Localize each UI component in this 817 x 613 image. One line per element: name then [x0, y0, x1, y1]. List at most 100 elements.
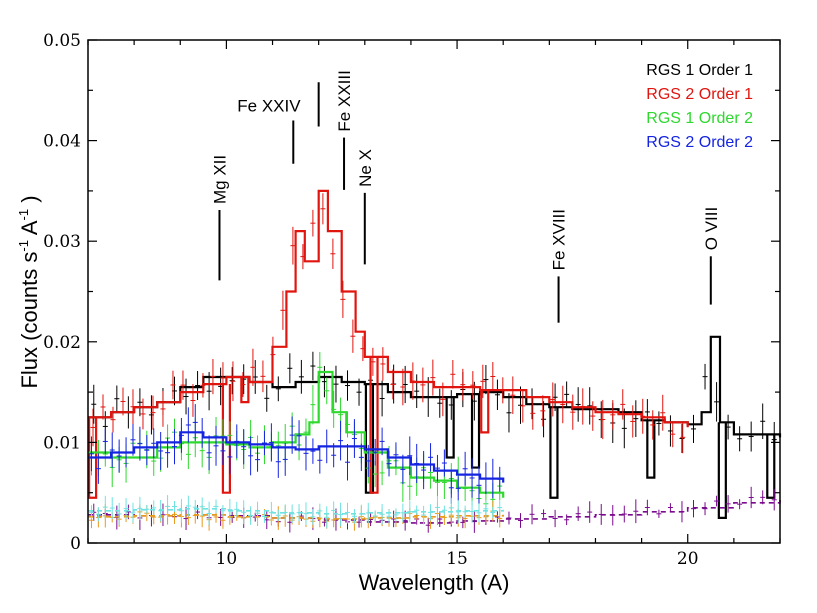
- data-point-rgs-2-order-2-model: [109, 432, 115, 468]
- data-point-rgs-1-order-2-model: [317, 351, 323, 383]
- data-point-background-order-2: [462, 505, 468, 518]
- data-point-background-rgs-1: [656, 509, 662, 518]
- data-point-rgs-1-order-2-model: [345, 411, 350, 438]
- data-point-rgs-2-order-1-model: [600, 399, 606, 440]
- data-point-background-rgs-1: [621, 505, 627, 523]
- data-point-rgs-2-order-2-model: [345, 444, 350, 481]
- data-point-rgs-2-order-2-model: [317, 447, 323, 474]
- y-tick-label: 0.05: [43, 31, 81, 51]
- data-point-background-order-2: [434, 496, 440, 519]
- data-point-background-rgs-1: [160, 503, 166, 527]
- data-point-background-rgs-1: [725, 495, 731, 513]
- data-point-background-rgs-1: [691, 499, 696, 518]
- data-point-rgs-2-order-1-model: [550, 382, 556, 417]
- data-point-background-rgs-1: [321, 517, 327, 527]
- data-point-rgs-2-order-1-model: [670, 421, 676, 448]
- y-axis-title-sup2: -1: [16, 209, 31, 221]
- data-point-rgs-1-order-1-model: [471, 381, 477, 421]
- line-id-label: O VIII: [702, 207, 721, 250]
- data-point-rgs-2-order-1-model: [620, 389, 626, 420]
- data-point-background-rgs-1: [610, 505, 616, 526]
- data-point-rgs-2-order-2-model: [483, 462, 489, 494]
- data-point-background-order-2: [165, 495, 171, 518]
- data-point-rgs-2-order-1-model: [330, 238, 336, 269]
- data-point-background-order-2: [414, 505, 420, 515]
- data-point-background-rgs-1: [667, 503, 673, 512]
- data-point-rgs-2-order-2-model: [462, 451, 468, 486]
- data-point-background-order-2: [400, 503, 406, 523]
- data-point-background-rgs-1: [575, 506, 581, 521]
- legend-item-rgs2-order1: RGS 2 Order 1: [646, 86, 753, 103]
- data-point-rgs-2-order-2-model: [400, 454, 406, 485]
- data-point-rgs-1-order-1-model: [748, 421, 754, 452]
- data-point-rgs-2-order-1-model: [380, 347, 386, 381]
- data-point-rgs-2-order-2-model: [303, 436, 309, 471]
- data-point-rgs-2-order-1-model: [90, 408, 96, 447]
- data-point-rgs-2-order-1-model: [400, 368, 406, 406]
- data-point-background-order-2: [490, 506, 496, 519]
- series-dip-rgs-1-order-1-model-5: [717, 422, 727, 519]
- data-point-rgs-2-order-1-model: [430, 359, 436, 396]
- data-point-background-rgs-1: [494, 511, 500, 523]
- data-point-rgs-1-order-1-model: [345, 370, 350, 401]
- data-point-rgs-2-order-1-model: [270, 336, 276, 373]
- data-point-background-order-2: [185, 495, 191, 517]
- data-point-background-order-2: [255, 501, 261, 525]
- data-point-rgs-2-order-1-model: [490, 361, 496, 392]
- data-point-rgs-2-order-2-model: [255, 447, 261, 472]
- line-id-label: Ne X: [356, 149, 375, 187]
- data-point-rgs-1-order-1-model: [771, 421, 777, 458]
- data-point-background-order-2: [213, 499, 219, 514]
- data-point-background-rgs-1: [402, 510, 408, 531]
- data-point-background-rgs-1: [737, 499, 743, 510]
- data-point-rgs-1-order-1-model: [275, 376, 281, 402]
- data-point-background-rgs-1: [368, 512, 374, 527]
- data-point-background-order-2: [241, 500, 247, 525]
- data-point-rgs-2-order-1-model: [460, 368, 466, 401]
- data-point-rgs-1-order-1-model: [264, 384, 270, 412]
- data-point-background-order-2: [282, 504, 288, 521]
- data-point-rgs-1-order-1-model: [356, 378, 362, 406]
- data-point-background-order-2: [345, 502, 350, 523]
- data-point-rgs-2-order-2-model: [178, 417, 184, 453]
- data-point-rgs-2-order-1-model: [340, 280, 346, 318]
- data-point-background-order-2: [296, 503, 302, 522]
- line-id-label: Mg XII: [210, 155, 229, 204]
- data-point-rgs-2-order-2-model: [116, 439, 122, 473]
- data-point-rgs-2-order-2-model: [102, 429, 108, 454]
- y-axis-title-part1: Flux (counts s: [17, 252, 42, 389]
- line-id-o-viii: O VIII: [702, 207, 721, 305]
- data-point-rgs-2-order-2-model: [123, 437, 129, 468]
- data-point-rgs-2-order-2-model: [261, 430, 267, 456]
- data-point-rgs-2-order-1-model: [250, 348, 256, 386]
- data-point-rgs-2-order-1-model: [540, 395, 546, 427]
- data-point-rgs-2-order-2-model: [469, 458, 475, 498]
- series-rgs-2-order-2-model: [88, 404, 505, 505]
- data-point-rgs-1-order-1-model: [414, 374, 420, 408]
- data-point-background-order-2: [303, 502, 309, 526]
- data-point-background-rgs-1: [471, 510, 477, 533]
- data-point-background-order-2: [220, 505, 226, 517]
- data-point-rgs-2-order-2-model: [407, 436, 413, 476]
- data-point-background-order-2: [310, 509, 316, 525]
- line-id-label: Fe XXIV: [237, 96, 301, 115]
- data-point-rgs-2-order-1-model: [470, 371, 476, 400]
- data-point-rgs-2-order-2-model: [144, 435, 150, 466]
- x-tick-label: 10: [216, 549, 238, 569]
- data-point-rgs-2-order-2-model: [199, 418, 205, 448]
- data-point-rgs-2-order-1-model: [420, 367, 426, 403]
- data-point-rgs-2-order-2-model: [234, 424, 240, 459]
- y-tick-label: 0.04: [43, 132, 81, 152]
- data-point-rgs-1-order-1-model: [725, 414, 731, 440]
- series-background-order-2: [88, 495, 504, 529]
- data-point-rgs-2-order-2-model: [324, 429, 330, 464]
- data-point-background-order-2: [206, 501, 212, 526]
- data-point-rgs-1-order-1-model: [541, 401, 547, 438]
- x-axis-title: Wavelength (A): [359, 570, 510, 595]
- data-point-rgs-2-order-2-model: [241, 429, 247, 465]
- data-point-background-order-2: [455, 500, 461, 524]
- data-point-rgs-2-order-1-model: [120, 387, 126, 416]
- data-point-rgs-2-order-1-model: [170, 370, 176, 400]
- data-point-rgs-1-order-1-model: [518, 386, 523, 424]
